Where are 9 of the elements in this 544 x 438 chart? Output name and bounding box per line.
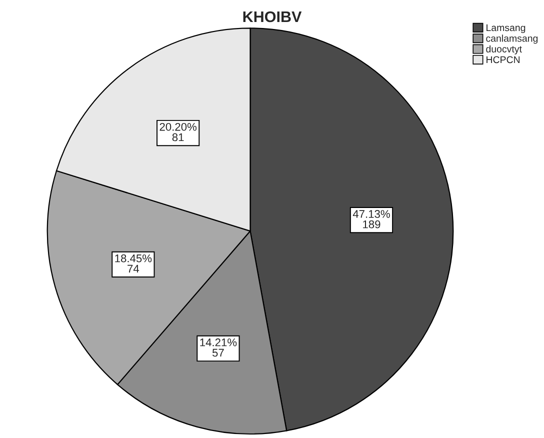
- legend-label: Lamsang: [486, 24, 526, 34]
- legend-label: HCPCN: [486, 56, 520, 64]
- legend-label: duocvtyt: [486, 45, 522, 54]
- data-label: 18.45% 74: [115, 254, 152, 273]
- legend-label: canlamsang: [486, 34, 538, 44]
- data-label: 47.13% 189: [352, 210, 390, 228]
- data-label: 20.20% 81: [160, 122, 197, 142]
- chart-title: KHOIBV: [243, 11, 302, 22]
- data-label: 14.21% 57: [200, 338, 237, 357]
